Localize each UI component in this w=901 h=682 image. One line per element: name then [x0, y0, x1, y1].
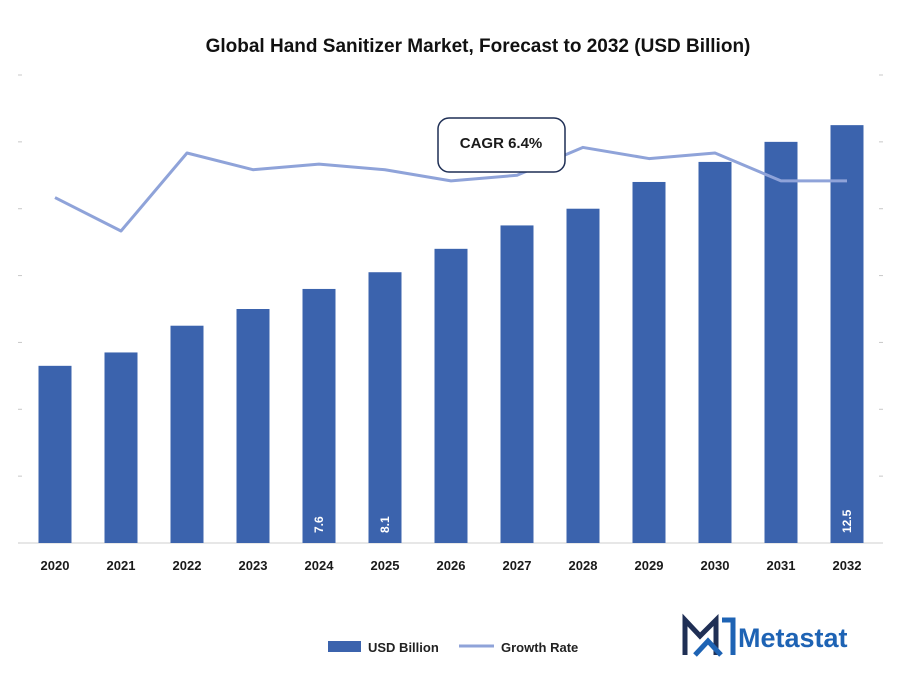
- x-tick-2029: 2029: [635, 558, 664, 573]
- bar-2029: [632, 181, 666, 543]
- bar-2027: [500, 225, 534, 543]
- x-tick-2025: 2025: [371, 558, 400, 573]
- bar-2020: [38, 365, 72, 543]
- bar-2030: [698, 161, 732, 543]
- x-tick-2020: 2020: [41, 558, 70, 573]
- x-axis-ticks: 2020 2021 2022 2023 2024 2025 2026 2027 2028 2029…: [41, 558, 862, 573]
- bar-2023: [236, 309, 270, 543]
- x-tick-2027: 2027: [503, 558, 532, 573]
- x-tick-2022: 2022: [173, 558, 202, 573]
- bar-2021: [104, 352, 138, 543]
- legend: USD Billion Growth Rate: [328, 640, 578, 655]
- cagr-callout-text: CAGR 6.4%: [460, 135, 543, 152]
- bar-2028: [566, 208, 600, 543]
- metastat-logo: Metastat: [682, 613, 848, 657]
- bar-2024: [302, 288, 336, 543]
- bar-2026: [434, 248, 468, 544]
- data-label-2024: 7.6: [312, 516, 326, 533]
- x-tick-2021: 2021: [107, 558, 136, 573]
- data-labels: 7.6 8.1 12.5: [312, 509, 854, 533]
- x-tick-2028: 2028: [569, 558, 598, 573]
- legend-swatch-usd-billion: [328, 641, 361, 652]
- metastat-m-logo-icon: [682, 613, 736, 657]
- right-axis: [879, 74, 883, 544]
- chart-title: Global Hand Sanitizer Market, Forecast t…: [206, 36, 751, 57]
- cagr-callout-box: [437, 117, 566, 173]
- legend-label-growth-rate: Growth Rate: [501, 640, 578, 655]
- growth-rate-series: [54, 145, 847, 233]
- bar-2031: [764, 141, 798, 543]
- x-tick-2030: 2030: [701, 558, 730, 573]
- x-tick-2026: 2026: [437, 558, 466, 573]
- growth-rate-line: [54, 145, 847, 233]
- data-label-2032: 12.5: [840, 509, 854, 533]
- bar-series: [38, 125, 864, 544]
- brand-name: Metastat: [738, 623, 848, 653]
- x-tick-2023: 2023: [239, 558, 268, 573]
- x-tick-2024: 2024: [305, 558, 335, 573]
- legend-label-usd-billion: USD Billion: [368, 640, 439, 655]
- data-label-2025: 8.1: [378, 516, 392, 533]
- left-axis: [18, 74, 22, 544]
- bar-2025: [368, 272, 402, 543]
- x-tick-2032: 2032: [833, 558, 862, 573]
- cagr-callout: CAGR 6.4%: [437, 117, 566, 173]
- bar-2022: [170, 325, 204, 543]
- x-tick-2031: 2031: [767, 558, 796, 573]
- bar-2032: [830, 125, 864, 544]
